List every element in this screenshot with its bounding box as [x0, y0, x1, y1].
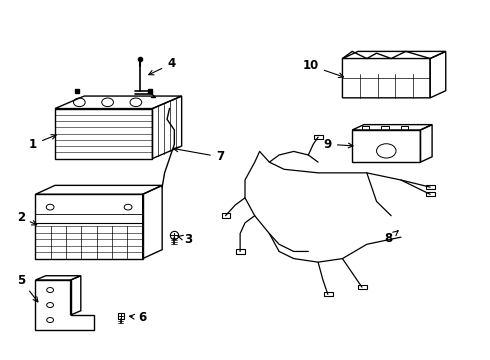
Text: 1: 1 — [29, 135, 56, 151]
Bar — [401, 126, 408, 130]
Text: 3: 3 — [178, 233, 192, 246]
Bar — [381, 126, 389, 130]
Text: 2: 2 — [17, 211, 37, 225]
Bar — [236, 249, 245, 253]
Bar — [221, 213, 230, 218]
Text: 8: 8 — [385, 231, 398, 246]
Bar — [358, 285, 367, 289]
Bar — [426, 192, 435, 197]
Text: 5: 5 — [17, 274, 38, 302]
Bar — [362, 126, 369, 130]
Text: 4: 4 — [149, 58, 175, 75]
Bar — [324, 292, 333, 296]
Text: 9: 9 — [324, 138, 353, 151]
Text: 7: 7 — [173, 147, 224, 163]
Text: 6: 6 — [130, 311, 146, 324]
Bar — [426, 185, 435, 189]
Text: 10: 10 — [303, 59, 343, 78]
Bar — [314, 135, 323, 139]
